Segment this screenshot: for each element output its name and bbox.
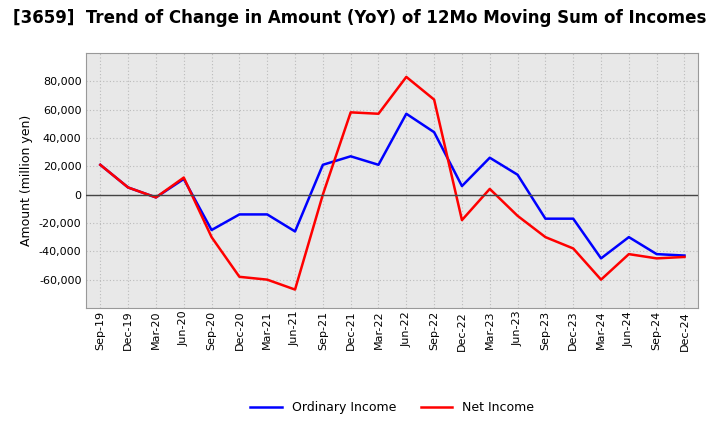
Ordinary Income [374,162,383,168]
Ordinary Income [485,155,494,160]
Ordinary Income [235,212,243,217]
Ordinary Income [291,229,300,234]
Ordinary Income [124,185,132,190]
Net Income [346,110,355,115]
Net Income [430,97,438,102]
Line: Net Income: Net Income [100,77,685,290]
Net Income [680,254,689,260]
Net Income [652,256,661,261]
Net Income [485,186,494,191]
Line: Ordinary Income: Ordinary Income [100,114,685,258]
Ordinary Income [569,216,577,221]
Ordinary Income [624,235,633,240]
Net Income [235,274,243,279]
Net Income [513,213,522,219]
Net Income [624,252,633,257]
Ordinary Income [96,162,104,168]
Ordinary Income [513,172,522,177]
Ordinary Income [152,195,161,200]
Net Income [207,235,216,240]
Net Income [402,74,410,80]
Ordinary Income [263,212,271,217]
Net Income [597,277,606,282]
Ordinary Income [652,252,661,257]
Ordinary Income [346,154,355,159]
Net Income [124,185,132,190]
Ordinary Income [179,176,188,182]
Ordinary Income [430,129,438,135]
Net Income [541,235,550,240]
Text: [3659]  Trend of Change in Amount (YoY) of 12Mo Moving Sum of Incomes: [3659] Trend of Change in Amount (YoY) o… [13,9,707,27]
Net Income [291,287,300,292]
Ordinary Income [318,162,327,168]
Net Income [458,217,467,223]
Ordinary Income [458,183,467,189]
Net Income [179,175,188,180]
Net Income [152,195,161,200]
Net Income [96,162,104,168]
Ordinary Income [207,227,216,233]
Y-axis label: Amount (million yen): Amount (million yen) [20,115,33,246]
Ordinary Income [680,253,689,258]
Ordinary Income [402,111,410,117]
Ordinary Income [597,256,606,261]
Net Income [374,111,383,117]
Net Income [263,277,271,282]
Net Income [569,246,577,251]
Ordinary Income [541,216,550,221]
Legend: Ordinary Income, Net Income: Ordinary Income, Net Income [246,396,539,419]
Net Income [318,192,327,197]
